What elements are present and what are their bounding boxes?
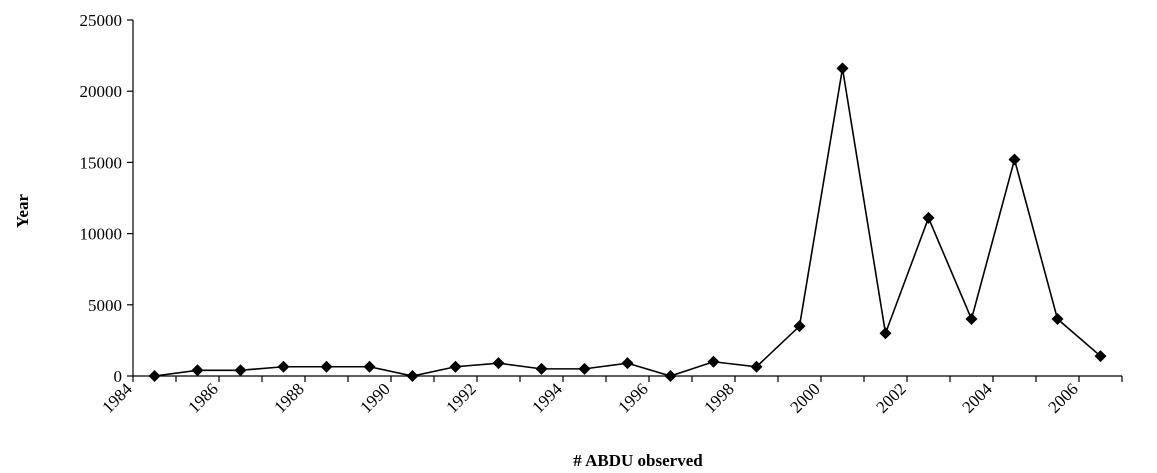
data-point-marker [750, 360, 763, 373]
x-tick-label: 1994 [528, 379, 566, 417]
x-tick-label: 2006 [1044, 379, 1081, 416]
y-tick-label: 20000 [80, 82, 123, 101]
x-tick-label: 1992 [442, 379, 479, 416]
x-tick-label: 2004 [958, 379, 996, 417]
data-point-marker [664, 370, 677, 382]
data-point-marker [363, 360, 376, 373]
x-tick-label: 1996 [614, 379, 651, 416]
y-axis-title: Year [13, 194, 32, 228]
data-point-marker [449, 360, 462, 373]
y-tick-label: 5000 [88, 296, 122, 315]
data-point-marker [1008, 153, 1021, 166]
x-tick-label: 1998 [700, 379, 737, 416]
data-point-marker [1094, 350, 1107, 363]
data-point-marker [1051, 313, 1064, 326]
plot-area: 0 5000 10000 15000 20000 25000 1984 1986 1988 199… [80, 11, 1123, 417]
y-tick-label: 10000 [80, 225, 123, 244]
data-point-marker [277, 360, 290, 373]
data-point-marker [535, 362, 548, 375]
data-point-marker [793, 320, 806, 333]
x-tick-label: 1984 [98, 379, 136, 417]
data-point-marker [406, 370, 419, 382]
y-tick-label: 25000 [80, 11, 123, 30]
y-tick-label: 0 [114, 367, 123, 386]
data-point-marker [320, 360, 333, 373]
data-point-marker [965, 313, 978, 326]
x-tick-label: 1990 [356, 379, 393, 416]
data-point-marker [234, 364, 247, 377]
x-tick-label: 1988 [270, 379, 307, 416]
data-point-marker [836, 62, 849, 75]
series-line [154, 68, 1102, 377]
x-tick-label: 2002 [872, 379, 909, 416]
data-point-marker [879, 327, 892, 340]
data-point-marker [621, 357, 634, 370]
x-tick-label: 2000 [786, 379, 823, 416]
data-point-marker [492, 357, 505, 370]
y-tick-label: 15000 [80, 153, 123, 172]
data-point-marker [578, 362, 591, 375]
x-tick-label: 1986 [184, 379, 221, 416]
data-point-marker [922, 211, 935, 224]
x-axis-title: # ABDU observed [573, 451, 703, 470]
data-point-marker [191, 364, 204, 377]
data-point-marker [148, 370, 161, 382]
data-point-marker [707, 355, 720, 368]
